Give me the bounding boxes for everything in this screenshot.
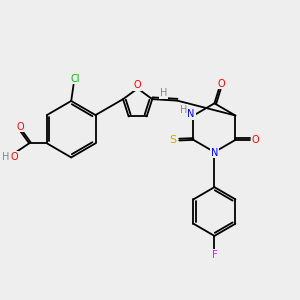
Text: N: N [211,148,218,158]
Text: H: H [180,105,188,115]
Text: O: O [134,80,142,90]
Text: O: O [252,135,259,145]
Text: O: O [16,122,24,132]
Text: O: O [218,79,225,89]
Text: F: F [212,250,217,260]
Text: Cl: Cl [70,74,80,84]
Text: H: H [2,152,9,162]
Text: S: S [169,136,176,146]
Text: N: N [188,109,195,119]
Text: O: O [11,152,18,162]
Text: H: H [160,88,167,98]
